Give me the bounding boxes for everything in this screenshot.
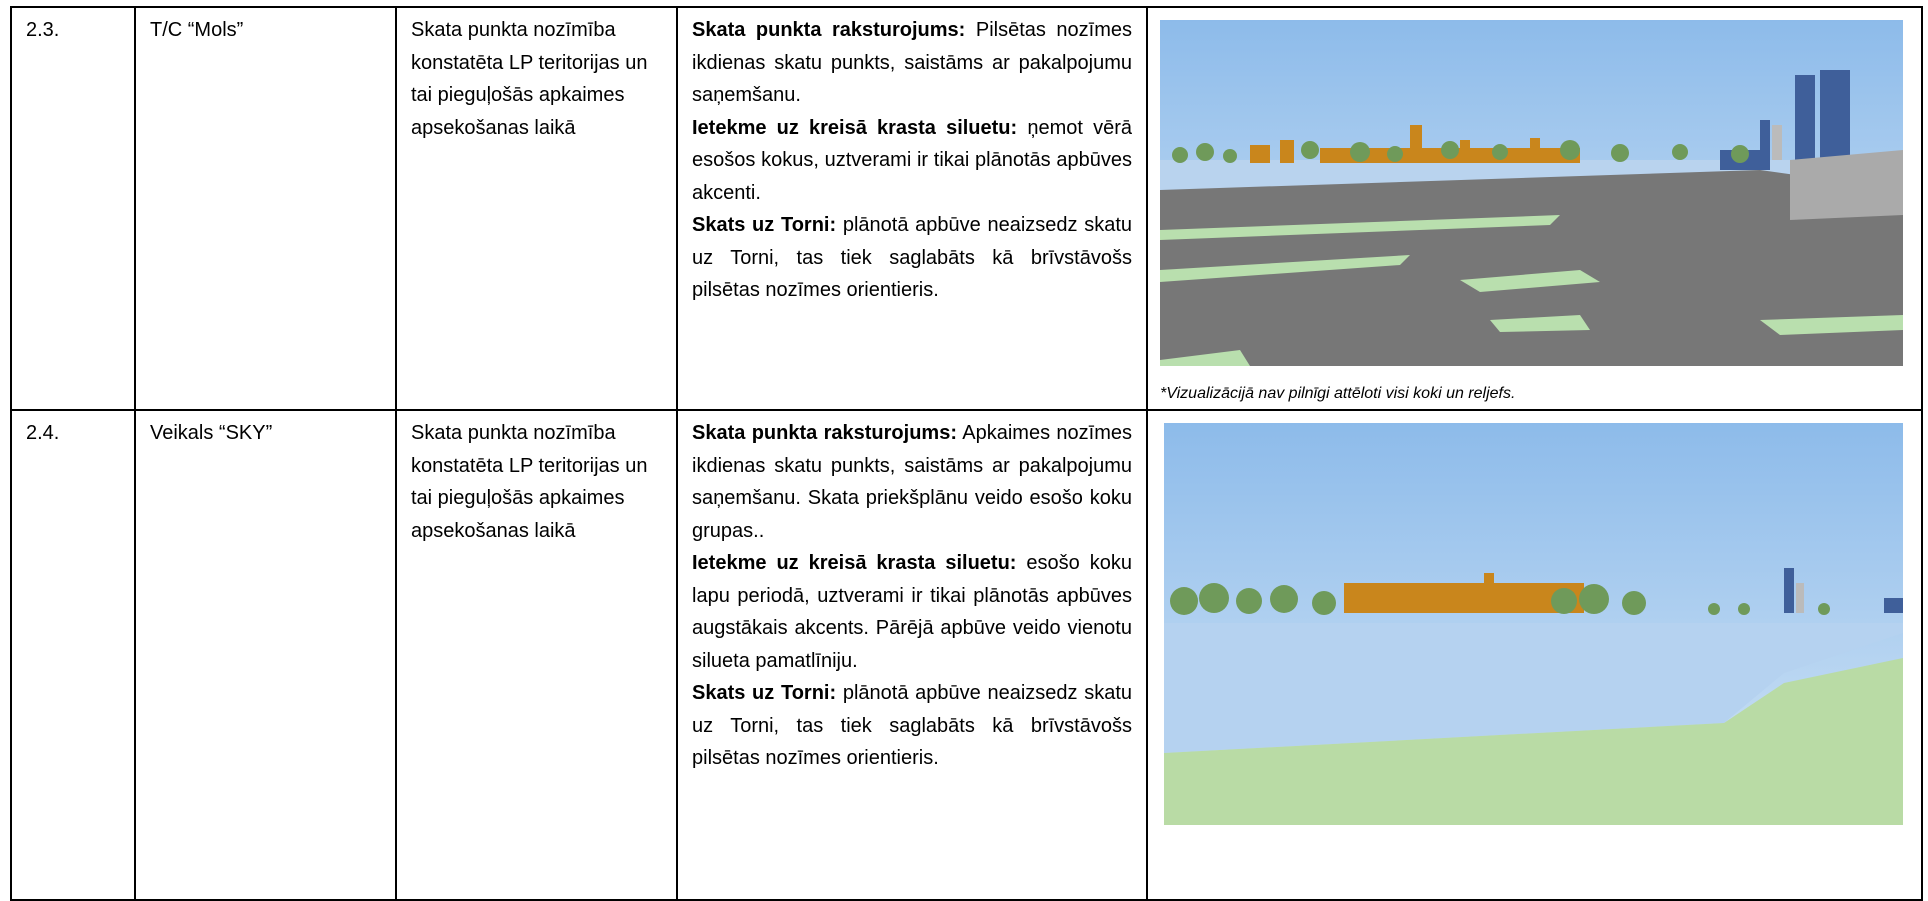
significance: Skata punkta nozīmība konstatēta LP teri… — [411, 422, 648, 542]
viewpoint-table: 2.3. T/C “Mols” Skata punkta nozīmība ko… — [10, 6, 1923, 901]
cell-description: Skata punkta raksturojums: Pilsētas nozī… — [676, 6, 1148, 411]
cell-name: T/C “Mols” — [134, 6, 397, 411]
table-row: 2.3. T/C “Mols” Skata punkta nozīmība ko… — [10, 6, 1923, 411]
label: Skata punkta raksturojums: — [692, 422, 957, 444]
cell-name: Veikals “SKY” — [134, 409, 397, 901]
number: 2.4. — [26, 422, 60, 444]
text: Apkaimes nozīmes ikdienas skatu punkts, … — [692, 422, 1132, 542]
text: plānotā apbūve neaizsedz skatu uz Torni,… — [692, 682, 1133, 769]
significance: Skata punkta nozīmība konstatēta LP teri… — [411, 19, 648, 139]
table-row: 2.4. Veikals “SKY” Skata punkta nozīmība… — [10, 409, 1923, 901]
cell-number: 2.4. — [10, 409, 136, 901]
cell-image: *Vizualizācijā nav pilnīgi attēloti visi… — [1146, 6, 1923, 411]
label: Skats uz Torni: — [692, 682, 837, 704]
label: Skata punkta raksturojums: — [692, 19, 966, 41]
label: Ietekme uz kreisā krasta siluetu: — [692, 116, 1018, 139]
cell-description: Skata punkta raksturojums: Apkaimes nozī… — [676, 409, 1148, 901]
visualization-image — [1160, 20, 1903, 366]
label: Ietekme uz kreisā krasta siluetu: — [692, 552, 1017, 574]
text: Pilsētas nozīmes ikdienas skatu punkts, … — [692, 19, 1133, 106]
cell-image — [1146, 409, 1923, 901]
text: ņemot vērā esošos kokus, uztverami ir ti… — [692, 116, 1132, 204]
cell-significance: Skata punkta nozīmība konstatēta LP teri… — [395, 409, 678, 901]
cell-significance: Skata punkta nozīmība konstatēta LP teri… — [395, 6, 678, 411]
text: esošo koku lapu periodā, uztverami ir ti… — [692, 552, 1132, 672]
cell-number: 2.3. — [10, 6, 136, 411]
label: Skats uz Torni: — [692, 214, 837, 236]
note: *Vizualizācijā nav pilnīgi attēloti visi… — [1160, 384, 1516, 402]
number: 2.3. — [26, 19, 60, 41]
name: Veikals “SKY” — [150, 422, 273, 444]
text: plānotā apbūve neaizsedz skatu uz Torni,… — [692, 214, 1133, 301]
visualization-image — [1164, 423, 1903, 825]
name: T/C “Mols” — [150, 19, 244, 41]
